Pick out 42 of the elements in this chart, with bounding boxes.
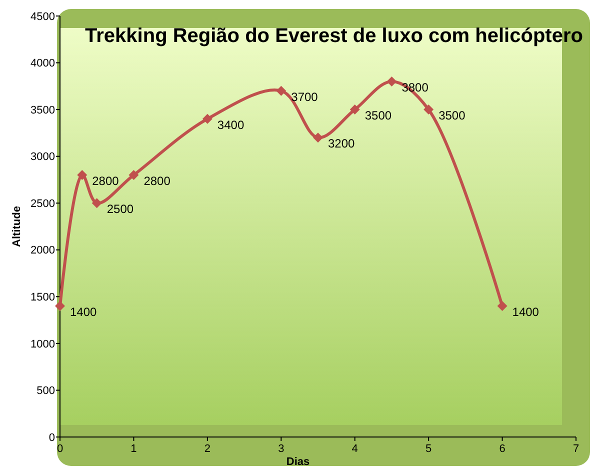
point [350, 104, 360, 115]
x-tick-label: 6 [499, 443, 506, 455]
y-tick-label: 2000 [30, 244, 55, 257]
y-tick-label: 1000 [30, 338, 55, 350]
x-tick-label: 5 [426, 443, 432, 455]
point [77, 170, 88, 180]
y-axis-title: Altitude [11, 206, 23, 247]
x-tick-label: 4 [352, 443, 358, 455]
data-label: 3400 [217, 118, 244, 132]
y-tick-label: 0 [48, 432, 55, 444]
data-label: 3700 [291, 90, 318, 104]
y-tick-label: 4500 [30, 10, 55, 23]
data-label: 1400 [512, 305, 540, 320]
point [313, 132, 323, 143]
y-tick-label: 500 [36, 385, 55, 398]
point [202, 114, 212, 124]
y-tick-label: 3000 [30, 151, 55, 164]
point [276, 86, 286, 96]
data-label: 3500 [364, 108, 392, 123]
point [497, 301, 508, 312]
x-tick-label: 7 [572, 443, 580, 455]
x-tick-label: 1 [130, 443, 137, 455]
data-label: 3200 [328, 136, 356, 151]
data-label: 2800 [144, 174, 171, 188]
point [424, 104, 434, 115]
chart-title: Trekking Região do Everest de luxo com helicóptero [85, 25, 583, 47]
x-axis-title: Dias [286, 456, 310, 468]
y-tick-label: 3500 [30, 104, 55, 116]
x-tick-label: 3 [278, 443, 284, 455]
x-tick-label: 2 [204, 443, 210, 455]
data-label: 1400 [70, 305, 98, 320]
x-tick-label: 0 [56, 443, 64, 455]
data-label: 2800 [92, 174, 120, 188]
point [55, 301, 65, 312]
point [92, 198, 102, 208]
data-label: 3500 [438, 108, 466, 123]
point [386, 76, 397, 86]
y-tick-label: 1500 [30, 292, 55, 304]
y-tick-label: 2500 [30, 198, 55, 210]
data-label: 2500 [106, 202, 134, 216]
point [128, 170, 139, 180]
y-tick-label: 4000 [30, 58, 55, 70]
